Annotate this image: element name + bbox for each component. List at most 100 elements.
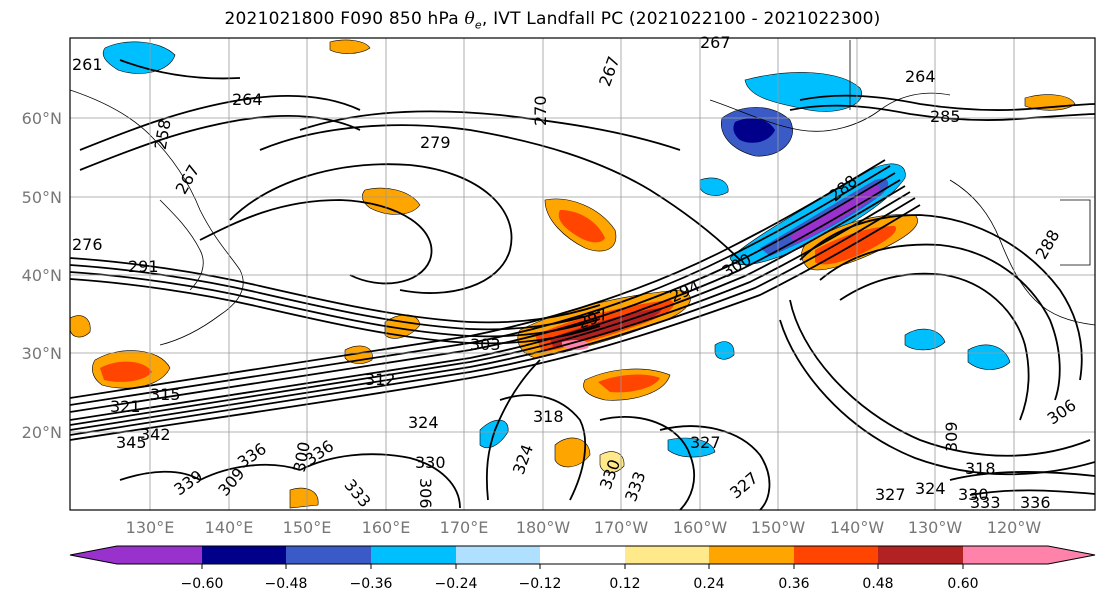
contour-line (70, 271, 601, 338)
colorbar-over-triangle (1048, 546, 1095, 564)
contour-label: 345 (116, 433, 147, 452)
positive-anomaly-region (100, 361, 152, 382)
contour-line (119, 59, 241, 80)
contour-line (70, 197, 916, 436)
colorbar-segment (878, 546, 963, 564)
longitude-label: 170°E (440, 518, 489, 537)
positive-anomaly-region (329, 39, 371, 54)
negative-anomaly-region (744, 72, 862, 112)
colorbar-tick-label: 0.24 (693, 576, 724, 592)
colorbar-segment (456, 546, 540, 564)
contour-label: 324 (915, 479, 946, 498)
contour-label: 330 (958, 485, 989, 504)
contour-line (70, 257, 601, 324)
negative-anomaly-region (667, 437, 716, 458)
contour-line (969, 489, 1095, 496)
longitude-label: 130°E (126, 518, 175, 537)
title-prefix: 2021021800 F090 850 hPa (224, 9, 465, 29)
colorbar-segment (202, 546, 286, 564)
contour-line (949, 471, 1095, 481)
theta-e-contours (70, 59, 1095, 510)
colorbar-tick-label: 0.12 (609, 576, 640, 592)
latitude-label: 50°N (22, 188, 62, 207)
negative-anomaly-region (714, 341, 735, 360)
contour-label: 342 (140, 425, 171, 444)
positive-anomaly-region (599, 451, 625, 473)
contour-line (799, 214, 1083, 381)
colorbar-tick-label: −0.36 (350, 576, 393, 592)
title-suffix: , IVT Landfall PC (2021022100 - 20210223… (481, 9, 881, 29)
contour-line (229, 163, 513, 294)
contour-label: 315 (150, 385, 181, 404)
positive-anomaly-region (289, 487, 319, 509)
contour-line (199, 463, 301, 481)
colorbar-segment (625, 546, 709, 564)
colorbar-tick-label: 0.48 (862, 576, 893, 592)
contour-label: 276 (72, 235, 103, 254)
contour-label: 318 (965, 459, 996, 478)
positive-anomaly-region (70, 315, 91, 338)
contour-line (199, 199, 433, 285)
colorbar-segment (286, 546, 371, 564)
colorbar-segment (540, 546, 625, 564)
colorbar-tick-label: −0.60 (181, 576, 224, 592)
positive-anomaly-region (598, 374, 660, 393)
colorbar-tick-label: 0.60 (947, 576, 978, 592)
positive-anomaly-region (558, 210, 605, 243)
contour-label: 291 (128, 257, 159, 276)
longitude-label: 150°E (283, 518, 332, 537)
longitude-label: 120°W (987, 518, 1042, 537)
colorbar-segment (117, 546, 202, 564)
colorbar-segment (709, 546, 794, 564)
latitude-label: 40°N (22, 266, 62, 285)
colorbar-tick-label: −0.48 (265, 576, 308, 592)
contour-label: 270 (531, 95, 550, 126)
contour-label: 267 (700, 33, 731, 52)
colorbar-outline (69, 545, 1096, 565)
negative-anomaly-region (733, 118, 775, 143)
coastline (159, 199, 204, 291)
map-frame (69, 37, 1096, 511)
longitude-label: 160°E (362, 518, 411, 537)
longitude-label: 130°W (908, 518, 963, 537)
contour-line (119, 470, 201, 481)
map-title: 2021021800 F090 850 hPa θe, IVT Landfall… (0, 9, 1105, 31)
coastline (70, 89, 244, 346)
contour-line (599, 416, 695, 510)
latitude-label: 60°N (22, 109, 62, 128)
contour-line (70, 278, 601, 345)
contour-line (70, 185, 906, 426)
contour-label: 312 (365, 370, 396, 389)
colorbar-segment (794, 546, 878, 564)
contour-line (789, 299, 1091, 457)
theta-subscript: e (474, 18, 482, 32)
contour-line (485, 359, 541, 501)
contour-line (299, 453, 461, 509)
coastline (1060, 199, 1091, 266)
longitude-label: 140°E (205, 518, 254, 537)
colorbar-tick-label: −0.12 (519, 576, 562, 592)
contour-label: 327 (875, 485, 906, 504)
contour-line (299, 110, 681, 151)
colorbar-tick-label: 0.36 (778, 576, 809, 592)
contour-label: 285 (930, 107, 961, 126)
longitude-label: 140°W (830, 518, 885, 537)
contour-line (79, 95, 361, 151)
longitude-label: 160°W (673, 518, 728, 537)
positive-anomaly-region (562, 340, 589, 351)
theta-symbol: θ (464, 9, 475, 29)
contour-line (659, 425, 771, 510)
latitude-label: 20°N (22, 423, 62, 442)
contour-line (799, 94, 1095, 111)
latitude-axis: 60°N 50°N 40°N 30°N 20°N (22, 109, 62, 442)
longitude-label: 170°W (594, 518, 649, 537)
colorbar-segment (371, 546, 456, 564)
contour-label: 327 (690, 433, 721, 452)
contour-line (79, 115, 361, 171)
contour-line (259, 124, 741, 261)
contour-line (789, 104, 1095, 121)
contour-line (839, 272, 1030, 421)
contour-label: 336 (1020, 493, 1051, 512)
contour-line (819, 243, 1061, 401)
